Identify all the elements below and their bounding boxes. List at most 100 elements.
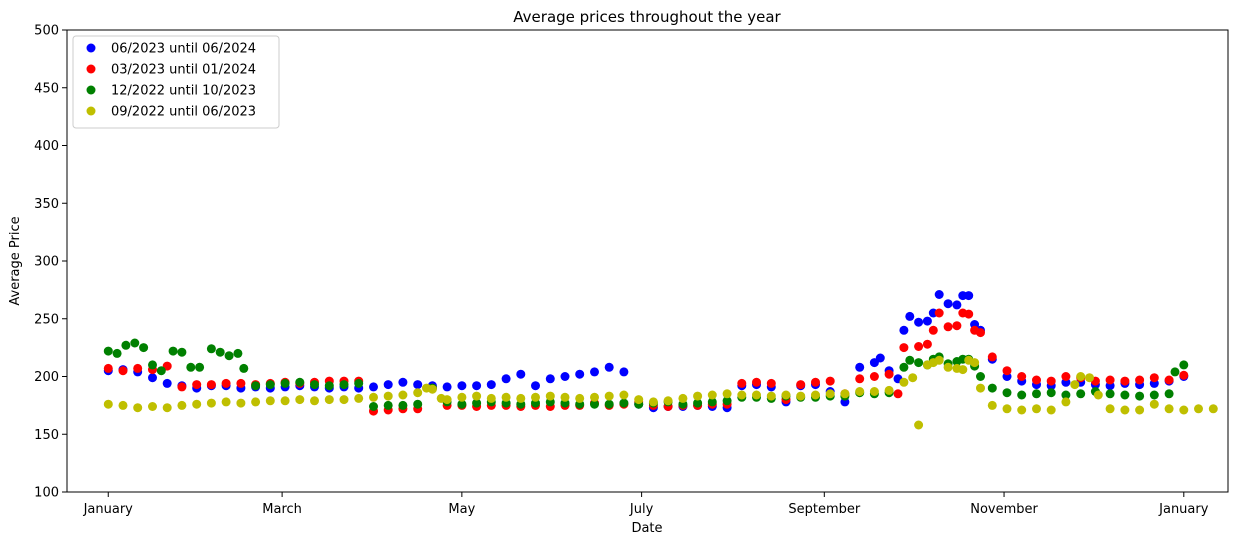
data-point bbox=[943, 299, 953, 309]
data-point bbox=[186, 362, 196, 372]
data-point bbox=[796, 380, 806, 390]
data-point bbox=[934, 290, 944, 299]
data-point bbox=[908, 373, 918, 383]
data-point bbox=[369, 392, 378, 402]
x-axis-label: Date bbox=[631, 521, 662, 536]
data-point bbox=[752, 390, 761, 400]
data-point bbox=[233, 348, 243, 358]
data-point bbox=[590, 392, 599, 402]
data-point bbox=[825, 389, 835, 399]
data-point bbox=[221, 378, 231, 388]
data-point bbox=[1002, 404, 1012, 414]
data-point bbox=[112, 348, 122, 358]
data-point bbox=[619, 398, 629, 408]
data-point bbox=[1017, 390, 1027, 400]
data-point bbox=[934, 308, 944, 318]
legend-label: 03/2023 until 01/2024 bbox=[111, 63, 256, 78]
data-point bbox=[295, 377, 305, 387]
data-point bbox=[192, 380, 202, 390]
data-point bbox=[1002, 388, 1012, 398]
data-point bbox=[1105, 389, 1115, 399]
data-point bbox=[192, 399, 202, 409]
legend-marker bbox=[86, 43, 96, 53]
data-point bbox=[590, 367, 599, 377]
data-point bbox=[398, 377, 408, 387]
data-point bbox=[1061, 372, 1071, 381]
data-point bbox=[914, 342, 924, 351]
data-point bbox=[796, 391, 806, 401]
data-point bbox=[722, 396, 732, 406]
data-point bbox=[1149, 373, 1159, 383]
data-point bbox=[855, 374, 865, 384]
data-point bbox=[236, 398, 246, 408]
data-point bbox=[693, 391, 703, 401]
legend-marker bbox=[86, 85, 96, 95]
data-point bbox=[943, 322, 953, 332]
data-point bbox=[928, 325, 938, 335]
data-point bbox=[427, 384, 437, 394]
data-point bbox=[413, 399, 423, 409]
data-point bbox=[1149, 390, 1159, 400]
data-point bbox=[310, 380, 319, 390]
data-point bbox=[354, 393, 364, 403]
data-point bbox=[251, 381, 261, 391]
data-point bbox=[899, 325, 909, 335]
y-tick-label: 100 bbox=[34, 486, 59, 501]
data-point bbox=[139, 343, 149, 353]
data-point bbox=[413, 380, 423, 390]
data-point bbox=[1017, 372, 1027, 381]
data-point bbox=[383, 391, 393, 401]
data-point bbox=[560, 372, 570, 381]
data-point bbox=[457, 392, 467, 402]
data-point bbox=[737, 390, 747, 400]
data-point bbox=[604, 391, 614, 401]
legend-box bbox=[72, 35, 280, 129]
data-point bbox=[383, 380, 393, 390]
data-point bbox=[206, 344, 216, 354]
x-tick-label: March bbox=[262, 502, 302, 517]
data-point bbox=[1105, 375, 1115, 385]
data-point bbox=[103, 399, 113, 409]
data-point bbox=[922, 316, 932, 326]
data-point bbox=[1179, 370, 1189, 380]
data-point bbox=[239, 363, 249, 373]
y-axis-label: Average Price bbox=[8, 216, 23, 305]
data-point bbox=[224, 351, 234, 361]
y-tick-label: 450 bbox=[34, 81, 59, 96]
data-point bbox=[1164, 404, 1174, 414]
data-point bbox=[369, 402, 378, 411]
data-point bbox=[604, 399, 614, 409]
data-point bbox=[442, 382, 452, 392]
data-point bbox=[737, 378, 747, 388]
chart-title: Average prices throughout the year bbox=[513, 8, 781, 26]
data-point bbox=[156, 366, 166, 376]
data-point bbox=[987, 352, 997, 362]
data-point bbox=[545, 391, 555, 401]
data-point bbox=[958, 365, 968, 375]
data-point bbox=[339, 380, 349, 390]
data-point bbox=[1179, 405, 1189, 415]
data-point bbox=[976, 328, 985, 338]
data-point bbox=[457, 399, 467, 409]
data-point bbox=[884, 385, 894, 395]
data-point bbox=[1179, 360, 1189, 370]
data-point bbox=[707, 390, 717, 400]
series-3 bbox=[103, 355, 1218, 430]
data-point bbox=[634, 395, 644, 405]
data-point bbox=[934, 355, 944, 365]
data-point bbox=[1017, 405, 1027, 415]
data-point bbox=[648, 397, 658, 407]
data-point bbox=[619, 390, 629, 400]
data-point bbox=[914, 420, 924, 430]
data-point bbox=[964, 291, 974, 301]
y-tick-label: 400 bbox=[34, 139, 59, 154]
data-point bbox=[251, 397, 261, 407]
data-point bbox=[663, 396, 673, 406]
data-point bbox=[976, 372, 985, 381]
data-point bbox=[195, 362, 205, 372]
data-point bbox=[693, 398, 703, 408]
data-point bbox=[162, 378, 172, 388]
data-point bbox=[457, 381, 467, 391]
data-point bbox=[501, 374, 511, 384]
